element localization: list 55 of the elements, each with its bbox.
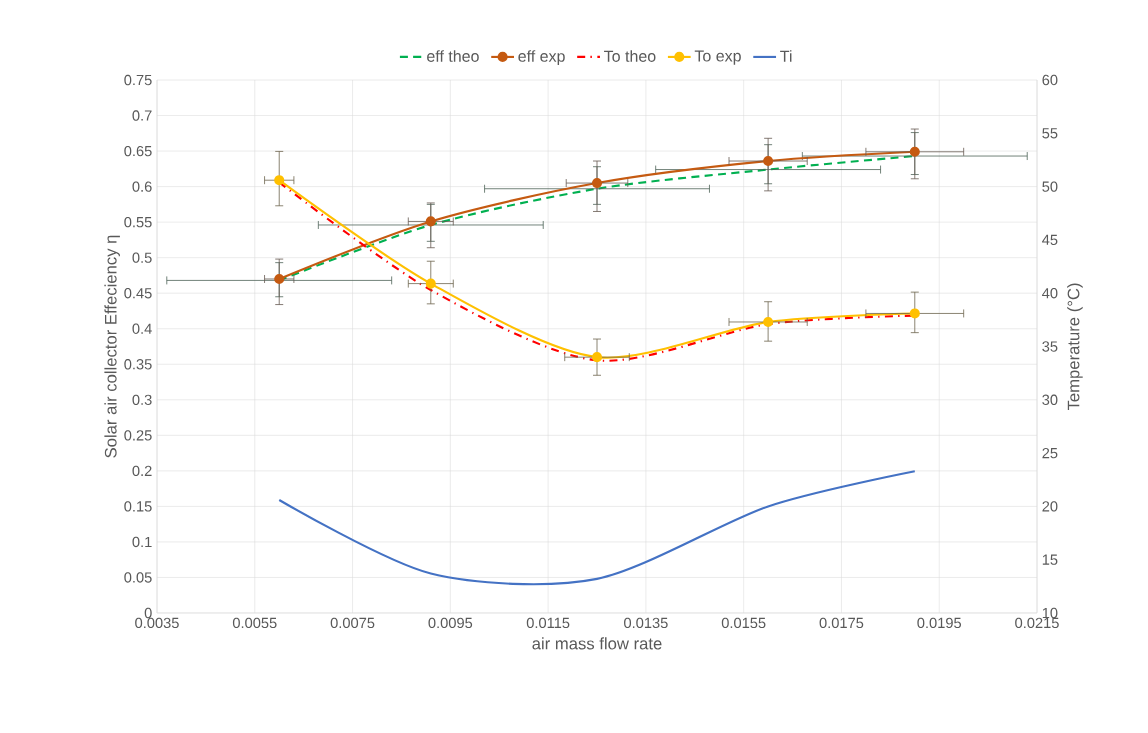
y2-tick-label: 35 xyxy=(1042,341,1058,352)
legend-label: eff theo xyxy=(427,50,479,62)
x-axis-title: air mass flow rate xyxy=(532,637,662,650)
x-tick-label: 0.0195 xyxy=(917,617,962,629)
point xyxy=(763,316,774,328)
y2-tick-label: 45 xyxy=(1042,234,1058,246)
point xyxy=(591,352,603,363)
legend-label: To theo xyxy=(604,50,656,62)
y2-tick-label: 25 xyxy=(1042,447,1058,459)
x-tick-label: 0.0115 xyxy=(526,617,570,629)
y-tick-label: 0.15 xyxy=(124,501,152,512)
y-tick-label: 0.05 xyxy=(124,572,152,583)
y-tick-label: 0.1 xyxy=(132,536,152,548)
x-tick-label: 0.0075 xyxy=(330,617,375,629)
y-tick-label: 0.6 xyxy=(132,181,152,192)
y2-tick-label: 50 xyxy=(1042,181,1058,192)
point xyxy=(909,146,920,157)
y2-tick-label: 10 xyxy=(1042,607,1058,619)
y2-axis-title: Temperature (°C) xyxy=(1067,283,1083,411)
y-axis-title: Solar air collector Effeciency η xyxy=(104,235,120,458)
y-tick-label: 0.65 xyxy=(124,145,152,157)
y2-tick-label: 30 xyxy=(1042,394,1058,405)
y-tick-label: 0.35 xyxy=(124,359,152,370)
y2-tick-label: 55 xyxy=(1042,128,1058,139)
point xyxy=(274,175,285,186)
y-tick-label: 0.25 xyxy=(124,430,152,441)
legend-label: eff exp xyxy=(518,50,565,66)
y2-tick-label: 40 xyxy=(1042,288,1058,299)
legend-label: To exp xyxy=(694,50,741,65)
x-tick-label: 0.0055 xyxy=(232,617,277,629)
point xyxy=(425,278,436,289)
x-tick-label: 0.0035 xyxy=(135,617,179,629)
y-tick-label: 0.2 xyxy=(132,465,152,477)
y-tick-label: 0.5 xyxy=(132,252,152,263)
y2-tick-label: 15 xyxy=(1042,554,1058,565)
y-tick-label: 0.4 xyxy=(132,323,152,334)
y-tick-label: 0.75 xyxy=(124,74,152,86)
y-tick-label: 0.3 xyxy=(132,394,152,405)
x-tick-label: 0.0155 xyxy=(721,617,766,629)
x-tick-label: 0.0135 xyxy=(624,617,668,629)
point xyxy=(591,177,603,189)
point xyxy=(909,308,920,319)
point xyxy=(274,273,285,285)
y-tick-label: 0.55 xyxy=(124,216,152,228)
y-tick-label: 0 xyxy=(144,607,152,619)
legend-label: Ti xyxy=(780,50,792,62)
y-tick-label: 0.45 xyxy=(124,288,152,299)
x-tick-label: 0.0215 xyxy=(1015,617,1059,629)
y-tick-label: 0.7 xyxy=(132,110,152,121)
point xyxy=(763,155,774,167)
x-tick-label: 0.0175 xyxy=(819,617,864,629)
y2-tick-label: 20 xyxy=(1042,501,1058,512)
point xyxy=(425,216,436,227)
y2-tick-label: 60 xyxy=(1042,74,1058,86)
x-tick-label: 0.0095 xyxy=(428,617,473,629)
